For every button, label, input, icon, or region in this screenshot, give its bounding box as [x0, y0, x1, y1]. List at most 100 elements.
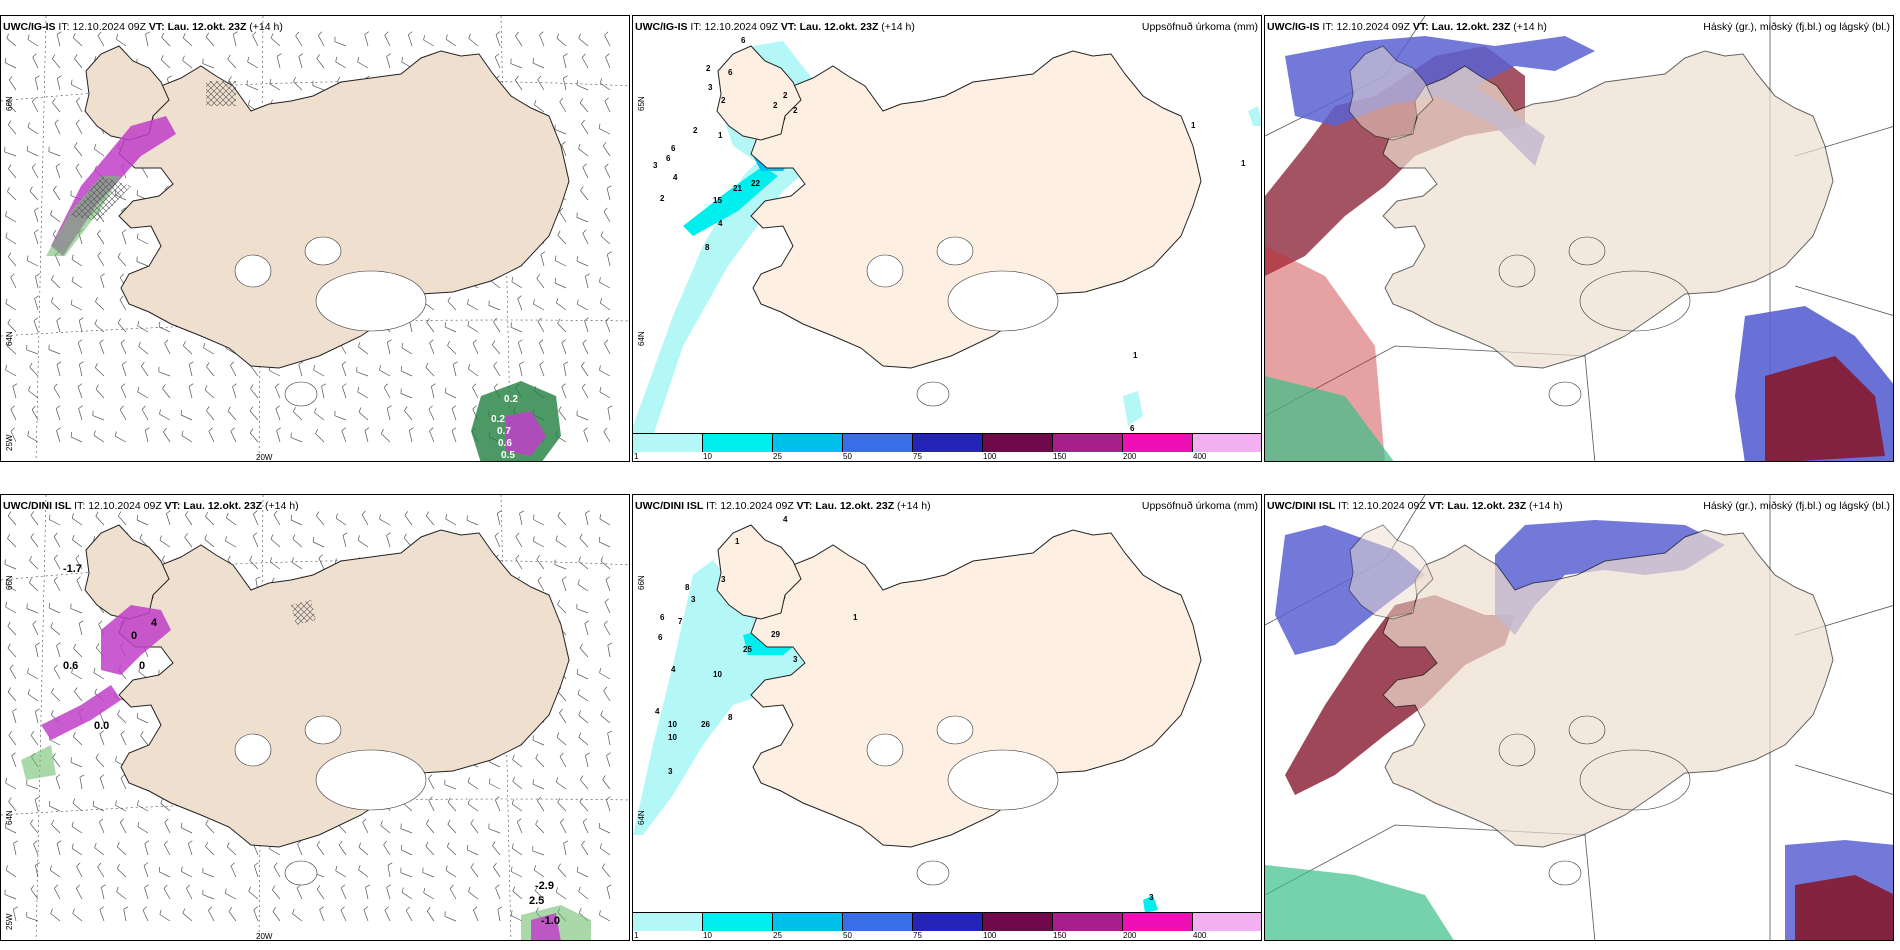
it-label: IT:: [1322, 21, 1334, 33]
wind-barb-flag: [493, 317, 497, 323]
wind-barb: [599, 82, 611, 91]
wind-barb: [27, 693, 39, 702]
wind-barb-flag: [100, 273, 105, 277]
wind-barb-flag: [493, 862, 497, 868]
wind-barb: [71, 672, 83, 680]
wind-barb: [600, 235, 611, 245]
panel-header: UWC/IG-IS IT: 12.10.2024 09Z VT: Lau. 12…: [3, 21, 283, 33]
wind-barb: [136, 519, 149, 526]
wind-barb: [275, 408, 281, 421]
wind-barb-flag: [181, 430, 184, 436]
wind-barb-flag: [578, 710, 582, 716]
wind-barb-flag: [605, 576, 611, 580]
wind-barb: [383, 387, 391, 399]
wind-barb: [78, 623, 83, 636]
wind-barb: [73, 648, 83, 658]
wind-barb-flag: [583, 427, 588, 432]
wind-barb-flag: [493, 361, 498, 367]
wind-barb: [357, 391, 369, 399]
wind-barb-flag: [607, 730, 613, 734]
wind-barb-flag: [227, 555, 231, 561]
wind-barb-flag: [576, 866, 579, 872]
wind-barb: [33, 843, 39, 856]
wind-barb: [158, 326, 171, 333]
wind-barb-flag: [556, 297, 559, 303]
legend-tick: 100: [983, 931, 997, 940]
wind-barb: [422, 872, 435, 878]
wind-barb-flag: [405, 906, 410, 911]
wind-barb: [72, 913, 83, 922]
wind-barb: [180, 414, 193, 421]
wind-barb-flag: [74, 687, 78, 692]
wind-barb: [447, 345, 457, 355]
wind-barb-flag: [472, 339, 477, 344]
wind-barb-flag: [361, 510, 366, 515]
wind-barb-flag: [606, 185, 612, 189]
wind-barb: [31, 101, 39, 113]
wind-barb-flag: [27, 34, 30, 40]
wind-barb: [358, 411, 369, 421]
wind-barb: [205, 823, 215, 834]
precip-value: 3: [721, 575, 726, 584]
wind-barb: [27, 150, 39, 157]
wind-barb-flag: [144, 884, 149, 888]
wind-barb: [536, 278, 545, 289]
wind-barb: [557, 604, 567, 614]
wind-barb-flag: [607, 405, 613, 409]
wind-barb: [75, 558, 83, 570]
wind-barb: [561, 342, 567, 355]
it-label: IT:: [74, 500, 86, 512]
precip-value: 2: [706, 64, 711, 73]
wind-barb-flag: [519, 361, 524, 365]
wind-barb: [51, 692, 61, 702]
legend-swatch: [983, 913, 1053, 931]
precip-value: 2: [783, 91, 788, 100]
wind-barb-flag: [425, 362, 429, 368]
wind-barb-flag: [563, 53, 568, 57]
wind-barb: [7, 691, 17, 702]
wind-barb-flag: [204, 385, 208, 391]
wind-barb-flag: [138, 666, 141, 672]
precip-value: 4: [673, 173, 678, 182]
wind-barb-flag: [94, 842, 97, 848]
wind-barb: [230, 365, 237, 377]
wind-barb: [54, 254, 61, 267]
value-label: 0.6: [63, 660, 79, 672]
wind-barb: [603, 624, 611, 636]
wind-barb: [99, 777, 105, 790]
wind-barb-flag: [316, 511, 320, 516]
wind-barb-flag: [27, 430, 30, 436]
wind-barb: [602, 145, 611, 157]
panel-title: Uppsöfnuð úrkoma (mm): [1141, 500, 1258, 512]
wind-barb-flag: [77, 339, 83, 343]
wind-barb-flag: [557, 511, 561, 517]
wind-barb: [50, 913, 61, 922]
wind-barb-flag: [554, 255, 557, 261]
vt-label: VT:: [780, 21, 797, 33]
legend-swatch: [843, 913, 913, 931]
wind-barb-flag: [72, 33, 76, 38]
wind-barb: [445, 870, 457, 878]
wind-barb: [494, 799, 501, 812]
wind-barb: [97, 255, 105, 267]
wind-barb-flag: [582, 229, 587, 234]
wind-barb-flag: [99, 774, 105, 778]
wind-barb: [53, 387, 61, 399]
wind-barb: [270, 538, 281, 548]
precip-value: 4: [783, 515, 788, 524]
wind-barb-flag: [604, 339, 609, 344]
wind-barb: [202, 872, 215, 878]
wind-barb-flag: [118, 511, 122, 516]
wind-barb-flag: [578, 33, 581, 39]
wind-barb: [600, 715, 611, 724]
wind-barb-flag: [74, 142, 78, 147]
precip-value: 8: [705, 243, 710, 252]
wind-barb: [532, 739, 545, 746]
wind-barb-flag: [558, 406, 562, 411]
legend-tick: 1: [634, 452, 639, 461]
wind-barb: [226, 846, 237, 856]
wind-barb-flag: [11, 752, 16, 757]
wind-barb: [556, 736, 567, 746]
precip-value: 3: [708, 83, 713, 92]
wind-barb-flag: [32, 97, 36, 102]
